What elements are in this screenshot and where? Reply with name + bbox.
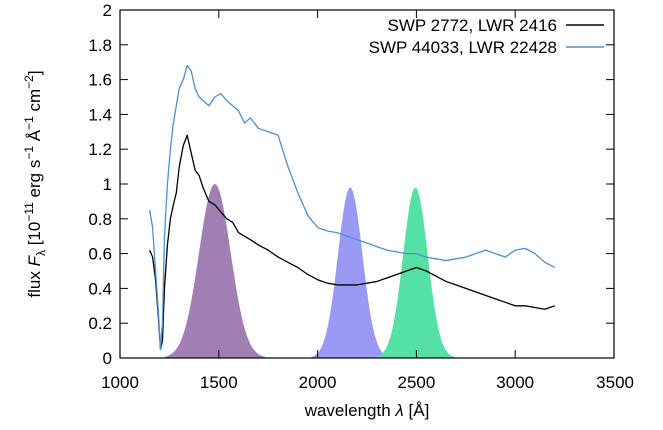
filter-band-2 bbox=[311, 187, 390, 358]
y-tick-label-0: 0 bbox=[103, 349, 112, 368]
y-tick-label-7: 1.4 bbox=[88, 105, 112, 124]
series-line-1 bbox=[149, 134, 555, 350]
y-tick-label-5: 1 bbox=[103, 175, 112, 194]
y-axis-title: flux Fλ [10−11 erg s−1 Å−1 cm−2] bbox=[22, 70, 48, 297]
filter-bands bbox=[164, 184, 455, 358]
filter-band-3 bbox=[376, 187, 455, 358]
x-tick-label-3: 2500 bbox=[397, 373, 435, 392]
x-axis-title: wavelength λ [Å] bbox=[304, 401, 430, 420]
legend: SWP 2772, LWR 2416 SWP 44033, LWR 22428 bbox=[369, 16, 604, 57]
legend-label-series-1: SWP 2772, LWR 2416 bbox=[388, 16, 557, 35]
legend-label-series-2: SWP 44033, LWR 22428 bbox=[369, 38, 557, 57]
x-tick-label-0: 1000 bbox=[101, 373, 139, 392]
y-tick-label-8: 1.6 bbox=[88, 71, 112, 90]
y-tick-label-3: 0.6 bbox=[88, 245, 112, 264]
y-axis: 0 0.2 0.4 0.6 0.8 1 1.2 1.4 1.6 1.8 2 bbox=[88, 1, 614, 368]
y-tick-label-9: 1.8 bbox=[88, 36, 112, 55]
y-tick-label-2: 0.4 bbox=[88, 279, 112, 298]
y-tick-label-1: 0.2 bbox=[88, 314, 112, 333]
y-tick-label-10: 2 bbox=[103, 1, 112, 20]
y-tick-label-6: 1.2 bbox=[88, 140, 112, 159]
series-line-2 bbox=[148, 65, 556, 350]
x-axis: 1000 1500 2000 2500 3000 3500 bbox=[101, 10, 634, 392]
x-tick-label-1: 1500 bbox=[200, 373, 238, 392]
x-tick-label-5: 3500 bbox=[596, 373, 634, 392]
x-tick-label-4: 3000 bbox=[496, 373, 534, 392]
filter-band-1 bbox=[164, 184, 266, 358]
x-tick-label-2: 2000 bbox=[299, 373, 337, 392]
y-tick-label-4: 0.8 bbox=[88, 210, 112, 229]
series-lines bbox=[148, 65, 556, 350]
